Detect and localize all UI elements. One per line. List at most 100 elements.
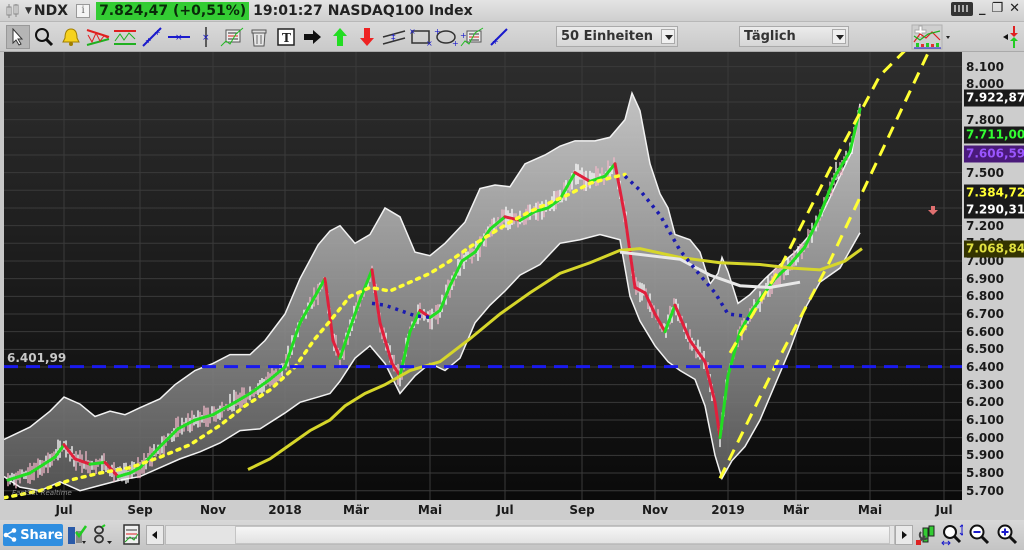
signal-button[interactable] xyxy=(1000,25,1020,49)
parallel-channel-tool[interactable]: ‡ xyxy=(382,25,406,49)
symbol-label[interactable]: NDX xyxy=(33,2,69,19)
price-tick: 6.200 xyxy=(966,395,1004,410)
trash-icon xyxy=(251,29,267,47)
title-bar: ▼ NDX i 7.824,47 (+0,51%) 19:01:27 NASDA… xyxy=(0,0,1024,22)
triangle-pattern-tool[interactable] xyxy=(86,25,110,49)
price-tick: 6.000 xyxy=(966,430,1004,445)
price-tick: 6.800 xyxy=(966,289,1004,304)
date-tick: 2018 xyxy=(268,503,302,517)
horizontal-line-label: 6.401,99 xyxy=(7,350,67,365)
scroll-right-button[interactable] xyxy=(895,525,913,545)
date-tick: Mär xyxy=(343,503,369,517)
svg-text:+: + xyxy=(452,39,458,47)
rectangle-tool[interactable]: × × xyxy=(409,25,433,49)
minimize-button[interactable]: _ xyxy=(978,1,986,16)
indicator-tool[interactable] xyxy=(220,25,244,49)
drawing-toolbar: + + × × T ‡ × × + + + + 50 Einheiten Tägli xyxy=(0,22,1024,52)
price-tick: 6.100 xyxy=(966,413,1004,427)
arrow-down-red-icon xyxy=(360,28,374,46)
ray-tool[interactable]: + xyxy=(487,25,511,49)
price-tick: 6.400 xyxy=(966,360,1004,374)
trendline-icon: ++ xyxy=(142,27,162,47)
pointer-tool[interactable] xyxy=(6,25,30,49)
alarm-tool[interactable] xyxy=(59,25,83,49)
indicator-menu-button[interactable] xyxy=(910,24,954,50)
share-button[interactable]: Share xyxy=(3,524,63,546)
chart-canvas[interactable] xyxy=(4,52,962,500)
price-tick: 5.700 xyxy=(966,483,1004,498)
channel-trend-icon xyxy=(114,30,136,45)
price-tick: 6.900 xyxy=(966,271,1004,286)
channel-pattern-tool[interactable] xyxy=(113,25,137,49)
svg-text:+: + xyxy=(434,27,441,36)
time-axis[interactable]: Jul Sep Nov 2018 Mär Mai Jul Sep Nov 2019 Mär Mai Ju… xyxy=(0,500,1024,520)
info-icon[interactable]: i xyxy=(76,3,91,18)
svg-text:×: × xyxy=(202,33,210,43)
buy-signal-tool[interactable] xyxy=(328,25,352,49)
zoom-out-button[interactable] xyxy=(968,524,990,546)
sell-signal-tool[interactable] xyxy=(355,25,379,49)
units-select[interactable]: 50 Einheiten xyxy=(556,26,678,47)
vertical-line-icon: × xyxy=(202,27,210,47)
date-tick: Jul xyxy=(935,503,953,517)
interval-select-value: Täglich xyxy=(744,29,796,44)
date-tick: Mai xyxy=(857,503,883,517)
symbol-menu-chevron-icon[interactable]: ▼ xyxy=(25,5,32,16)
price-chart[interactable]: 6.401,99 FactSet Realtime xyxy=(4,52,962,500)
link-button[interactable] xyxy=(91,524,113,546)
layout-check-button[interactable] xyxy=(67,524,89,546)
keyboard-icon[interactable] xyxy=(950,2,973,16)
zoom-fit-button[interactable] xyxy=(941,524,963,546)
text-tool[interactable]: T xyxy=(274,25,298,49)
signal-arrows-icon xyxy=(1003,26,1018,48)
candlestick-logo-icon[interactable] xyxy=(3,3,23,19)
date-tick: Jul xyxy=(55,503,73,517)
scroll-left-button[interactable] xyxy=(146,525,164,545)
chevron-down-icon[interactable] xyxy=(832,29,846,44)
delete-tool[interactable] xyxy=(247,25,271,49)
price-badge: 7.290,31 xyxy=(964,201,1024,219)
price-badge: 7.606,59 xyxy=(964,145,1024,163)
price-tick: 7.200 xyxy=(966,218,1004,233)
zoom-in-icon xyxy=(997,524,1018,545)
instrument-name: NASDAQ100 Index xyxy=(327,2,473,19)
fibonacci-tool[interactable]: + xyxy=(460,25,484,49)
price-tick: 5.800 xyxy=(966,466,1004,481)
price-badge: 7.384,72 xyxy=(964,184,1024,202)
price-badge: 7.711,00 xyxy=(964,126,1024,144)
price-tick: 6.700 xyxy=(966,306,1004,321)
chart-settings-button[interactable] xyxy=(915,524,937,546)
price-tick: 7.500 xyxy=(966,165,1004,180)
zoom-tool[interactable] xyxy=(32,25,56,49)
horizontal-line-icon: × xyxy=(168,33,190,43)
link-chain-icon xyxy=(94,524,112,544)
date-tick: Mär xyxy=(783,503,809,517)
restore-button[interactable]: ❐ xyxy=(991,1,1004,16)
horizontal-line-tool[interactable]: × xyxy=(167,25,191,49)
arrow-right-icon xyxy=(304,30,321,44)
close-button[interactable]: ✕ xyxy=(1009,1,1020,16)
arrow-tool[interactable] xyxy=(301,25,325,49)
ellipse-tool[interactable]: + + xyxy=(434,25,458,49)
chart-settings-icon xyxy=(916,525,935,545)
interval-select[interactable]: Täglich xyxy=(739,26,849,47)
price-tick: 6.600 xyxy=(966,324,1004,339)
date-tick: Jul xyxy=(496,503,514,517)
share-label: Share xyxy=(20,527,63,543)
cursor-icon xyxy=(12,28,24,46)
chevron-down-icon[interactable] xyxy=(661,29,675,44)
scrollbar-thumb[interactable] xyxy=(235,526,890,544)
data-source-watermark: FactSet Realtime xyxy=(12,489,72,497)
share-icon xyxy=(3,528,17,542)
price-tick: 8.100 xyxy=(966,59,1004,74)
vertical-line-tool[interactable]: × xyxy=(194,25,218,49)
trendline-tool[interactable]: + + xyxy=(140,25,164,49)
price-tick: 6.300 xyxy=(966,377,1004,392)
svg-text:+: + xyxy=(460,31,467,40)
svg-text:‡: ‡ xyxy=(391,33,396,43)
price-axis[interactable]: 8.1008.0007.9007.8007.7007.6007.5007.400… xyxy=(962,52,1024,500)
sheet-list-button[interactable] xyxy=(121,524,143,546)
zoom-in-button[interactable] xyxy=(996,524,1018,546)
zoom-fit-icon xyxy=(941,524,963,546)
date-tick: Nov xyxy=(641,503,669,517)
